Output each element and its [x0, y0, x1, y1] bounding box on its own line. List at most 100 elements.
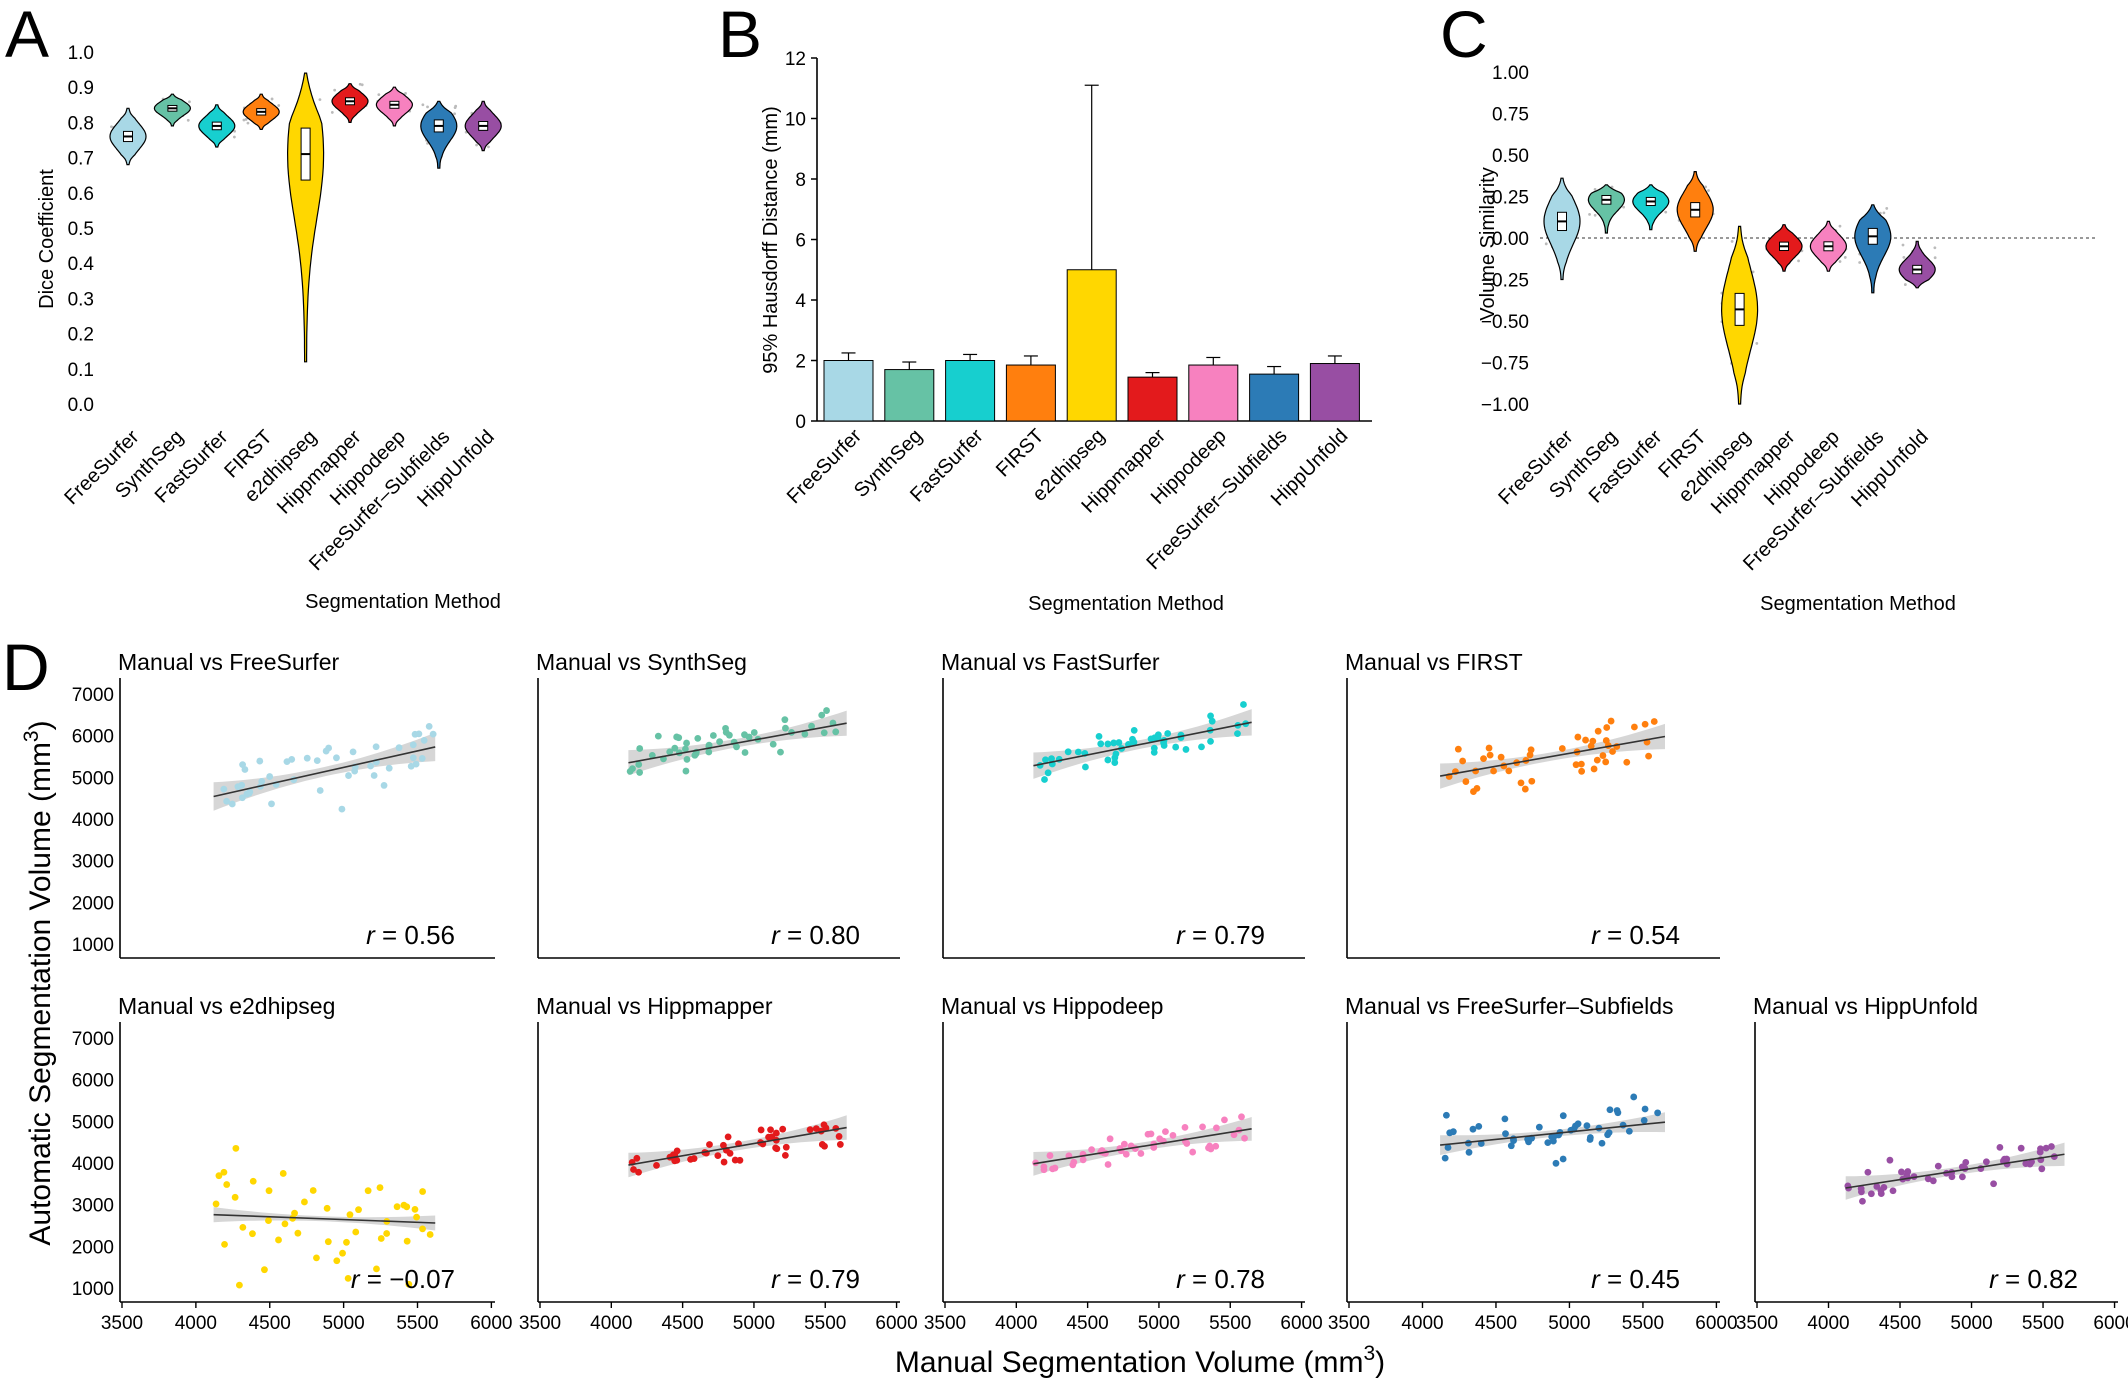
- scatter-point: [352, 1228, 360, 1236]
- scatter-point: [1234, 730, 1241, 737]
- panel-d-ylabel: Automatic Segmentation Volume (mm3): [20, 720, 57, 1245]
- scatter-point: [1502, 1130, 1509, 1138]
- scatter-point: [1088, 1146, 1096, 1154]
- scatter-point: [1470, 788, 1477, 795]
- y-tick-label: 1000: [72, 1279, 114, 1300]
- jitter-point: [242, 118, 246, 122]
- fit-line: [1845, 1153, 2065, 1189]
- scatter-point: [1064, 748, 1072, 756]
- jitter-point: [1903, 283, 1907, 286]
- scatter-point: [1864, 1168, 1872, 1176]
- scatter-point: [1641, 720, 1649, 728]
- y-tick-label: 0.2: [68, 325, 94, 346]
- scatter-title: Manual vs HippUnfold: [1753, 993, 1978, 1019]
- scatter-title: Manual vs FreeSurfer–Subfields: [1345, 993, 1674, 1019]
- scatter-point: [1199, 1123, 1206, 1131]
- scatter-point: [750, 729, 758, 736]
- bar-hippmapper: [1127, 372, 1178, 422]
- scatter-point: [1623, 758, 1631, 766]
- fit-line: [213, 1213, 436, 1224]
- correlation-label: r = 0.45: [1591, 1264, 1680, 1294]
- scatter-point: [1517, 779, 1525, 787]
- scatter-point: [1449, 1128, 1457, 1136]
- scatter-point: [682, 745, 689, 753]
- jitter-point: [426, 105, 429, 109]
- correlation-label: r = 0.54: [1591, 920, 1680, 950]
- panel-letter-d: D: [2, 630, 50, 704]
- scatter-point: [377, 1235, 385, 1242]
- scatter-title: Manual vs FastSurfer: [941, 649, 1160, 675]
- scatter-point: [1507, 1142, 1515, 1150]
- scatter-point: [1996, 1143, 2004, 1151]
- jitter-point: [453, 112, 456, 116]
- scatter-point: [629, 765, 636, 773]
- scatter-point: [249, 1230, 256, 1238]
- x-tick-label: 4000: [995, 1313, 1037, 1334]
- scatter-point: [309, 1187, 317, 1194]
- panel-d-scatter-grid: Manual vs FreeSurfer r = 0.56 1000 2000 3000…: [20, 649, 2128, 1379]
- x-tick-label: 3500: [924, 1313, 966, 1334]
- x-tick-label: 5000: [1548, 1313, 1590, 1334]
- scatter-point: [1042, 756, 1049, 764]
- scatter-point: [1040, 1166, 1048, 1174]
- scatter-point: [1524, 1135, 1532, 1143]
- violin-hippodeep: [375, 86, 414, 127]
- scatter-point: [1198, 743, 1205, 751]
- x-tick-label: 6000: [2093, 1313, 2128, 1334]
- scatter-point: [635, 1168, 642, 1176]
- panel-c-ylabel: Volume Similarity: [1477, 167, 1499, 320]
- y-tick-label: 0.5: [68, 219, 94, 240]
- scatter-point: [409, 741, 417, 749]
- scatter-point: [1606, 1106, 1614, 1114]
- scatter-point: [690, 1155, 698, 1162]
- scatter-point: [236, 1281, 243, 1289]
- scatter-point: [1104, 756, 1112, 764]
- scatter-title: Manual vs Hippmapper: [536, 993, 773, 1019]
- scatter-point: [1528, 777, 1536, 785]
- bar-rect: [1127, 376, 1178, 422]
- scatter-point: [1111, 754, 1119, 762]
- scatter-point: [781, 1151, 789, 1159]
- scatter-point: [654, 732, 662, 740]
- x-tick-label: 3500: [519, 1313, 561, 1334]
- x-tick-label: 4000: [1401, 1313, 1443, 1334]
- scatter-point: [1544, 1139, 1552, 1147]
- bar-rect: [945, 360, 996, 422]
- x-tick-label: 4000: [175, 1313, 217, 1334]
- scatter-point: [1044, 769, 1052, 777]
- jitter-point: [1882, 211, 1886, 215]
- scatter-point: [1106, 1135, 1114, 1143]
- scatter-point: [1645, 752, 1652, 760]
- scatter-point: [1490, 767, 1497, 775]
- scatter-point: [1137, 1150, 1145, 1157]
- scatter-point: [261, 1266, 268, 1274]
- jitter-point: [270, 97, 274, 101]
- scatter-point: [694, 734, 702, 742]
- x-tick-label: 3500: [101, 1313, 143, 1334]
- scatter-point: [818, 711, 826, 719]
- violin-first: [1676, 171, 1715, 252]
- scatter-point: [364, 1187, 372, 1195]
- scatter-point: [1082, 763, 1089, 771]
- scatter-point: [1886, 1156, 1894, 1164]
- jitter-point: [1704, 185, 1708, 189]
- y-tick-label: 0: [795, 412, 806, 433]
- scatter-point: [1230, 1131, 1238, 1139]
- panel-letter-a: A: [5, 0, 49, 71]
- bar-first: [1005, 355, 1056, 422]
- x-tick-label: 4500: [1475, 1313, 1517, 1334]
- jitter-point: [421, 103, 425, 107]
- scatter-point: [395, 744, 403, 752]
- bar-rect: [1249, 373, 1300, 422]
- scatter-point: [313, 1254, 320, 1262]
- scatter-point: [1577, 760, 1585, 768]
- scatter-point: [2037, 1145, 2044, 1153]
- scatter-point: [333, 1257, 341, 1265]
- scatter-point: [376, 1184, 384, 1191]
- fit-line: [628, 1126, 847, 1166]
- y-tick-label: 2000: [72, 1237, 114, 1258]
- jitter-point: [487, 145, 490, 149]
- panel-c-violin-chart: Volume Similarity Segmentation Method 1.…: [1477, 63, 2095, 615]
- scatter-point: [1147, 735, 1155, 743]
- scatter-point: [1485, 744, 1493, 752]
